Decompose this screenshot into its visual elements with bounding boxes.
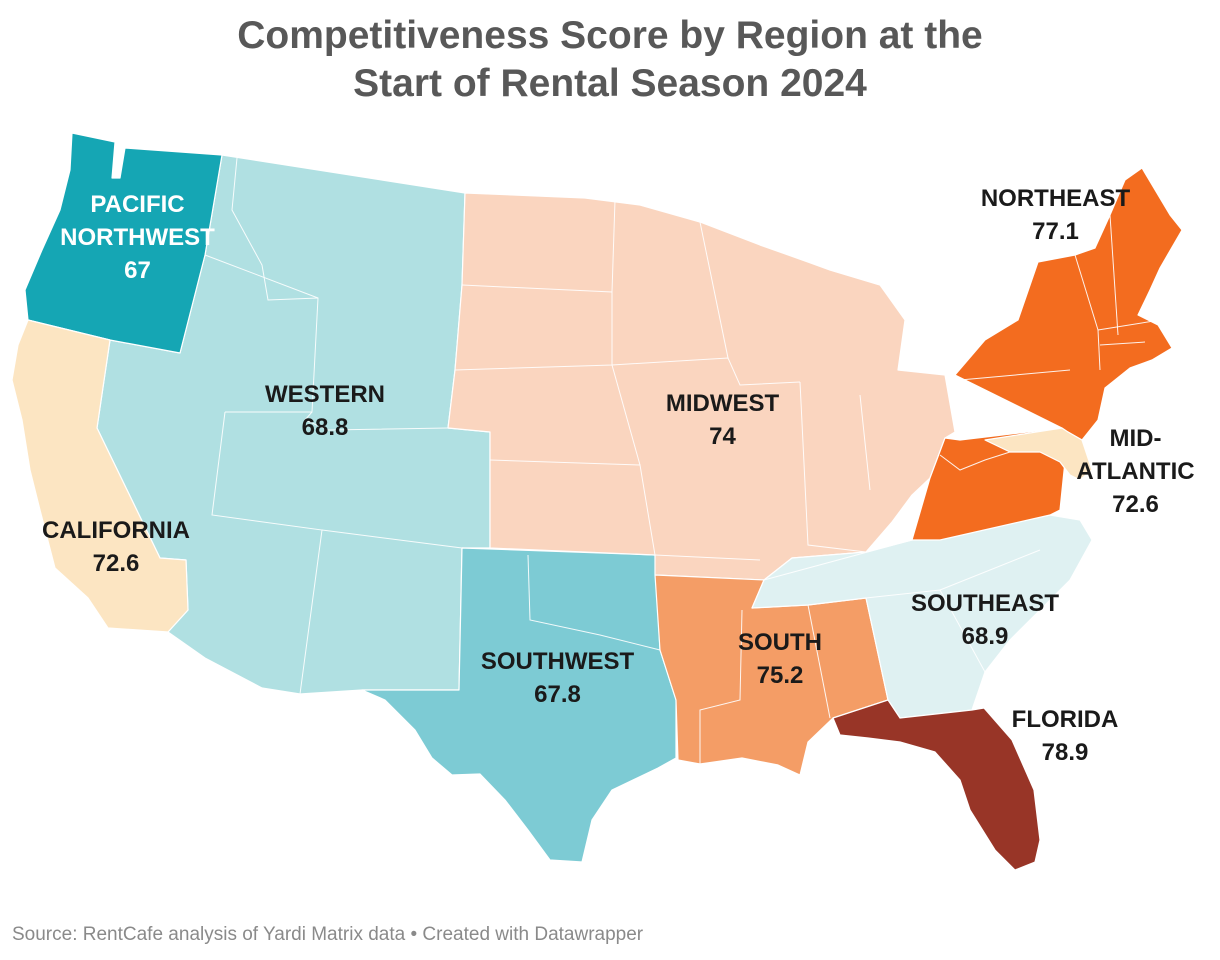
label-mid-atlantic: MID- ATLANTIC 72.6 <box>1068 422 1203 521</box>
region-score: 72.6 <box>1068 488 1203 521</box>
label-western: WESTERN 68.8 <box>240 378 410 444</box>
region-name-line: NORTHEAST <box>968 182 1143 215</box>
region-score: 72.6 <box>32 547 200 580</box>
region-score: 74 <box>645 420 800 453</box>
region-score: 68.9 <box>895 620 1075 653</box>
region-score: 67 <box>55 254 220 287</box>
label-midwest: MIDWEST 74 <box>645 387 800 453</box>
region-name-line: SOUTHEAST <box>895 587 1075 620</box>
label-california: CALIFORNIA 72.6 <box>32 514 200 580</box>
label-southeast: SOUTHEAST 68.9 <box>895 587 1075 653</box>
region-name-line: MIDWEST <box>645 387 800 420</box>
label-southwest: SOUTHWEST 67.8 <box>470 645 645 711</box>
region-name-line: PACIFIC <box>55 188 220 221</box>
region-score: 78.9 <box>995 736 1135 769</box>
region-name-line: WESTERN <box>240 378 410 411</box>
region-score: 75.2 <box>715 659 845 692</box>
label-pacific-northwest: PACIFIC NORTHWEST 67 <box>55 188 220 287</box>
region-name-line: CALIFORNIA <box>32 514 200 547</box>
region-name-line: NORTHWEST <box>55 221 220 254</box>
region-score: 77.1 <box>968 215 1143 248</box>
label-florida: FLORIDA 78.9 <box>995 703 1135 769</box>
label-south: SOUTH 75.2 <box>715 626 845 692</box>
region-name-line: SOUTH <box>715 626 845 659</box>
region-name-line: MID- <box>1068 422 1203 455</box>
region-score: 67.8 <box>470 678 645 711</box>
region-score: 68.8 <box>240 411 410 444</box>
region-name-line: ATLANTIC <box>1068 455 1203 488</box>
label-northeast: NORTHEAST 77.1 <box>968 182 1143 248</box>
region-name-line: SOUTHWEST <box>470 645 645 678</box>
region-name-line: FLORIDA <box>995 703 1135 736</box>
source-note: Source: RentCafe analysis of Yardi Matri… <box>12 924 643 946</box>
